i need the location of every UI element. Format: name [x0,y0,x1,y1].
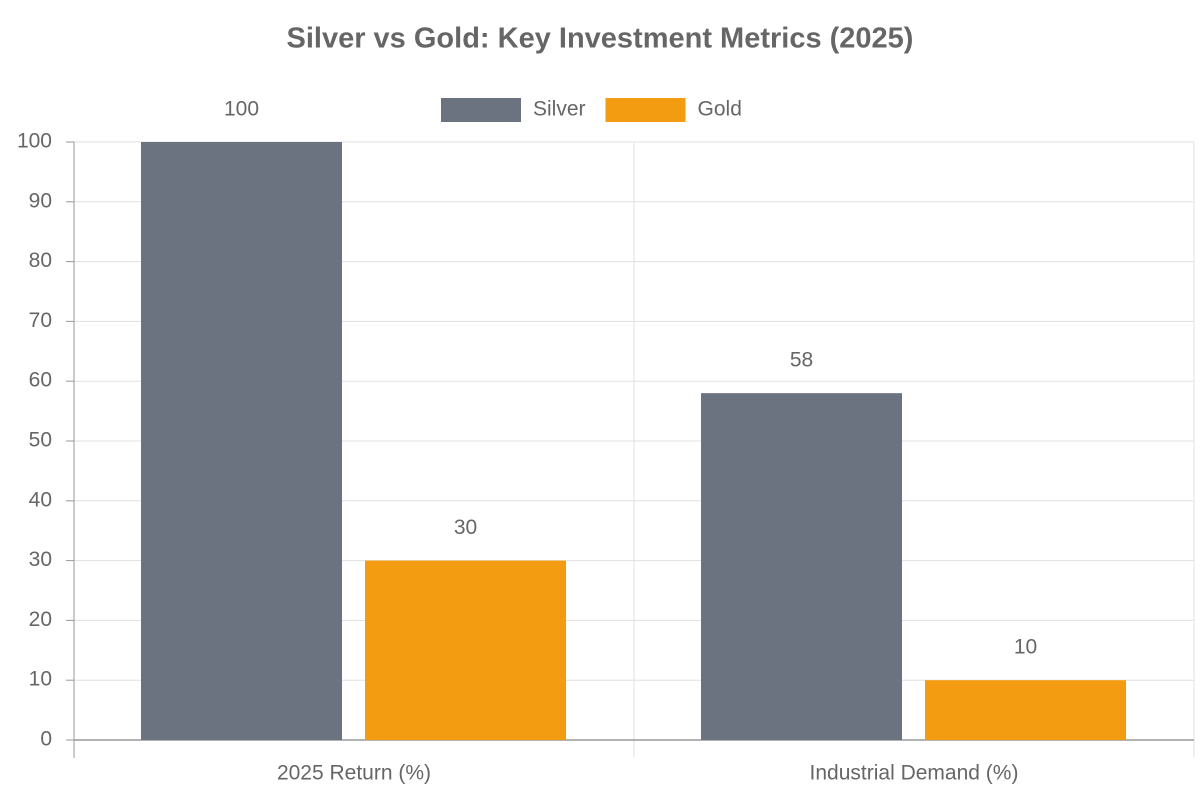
bar [925,680,1126,740]
legend-swatch [441,98,521,122]
y-tick-label: 10 [29,668,52,691]
bar [701,393,902,740]
y-tick-label: 50 [29,429,52,452]
legend-label: Gold [698,98,742,121]
data-label: 30 [454,516,477,539]
legend-swatch [605,98,686,122]
x-tick-label: Industrial Demand (%) [810,762,1019,785]
y-tick-label: 70 [29,309,52,332]
y-tick-label: 100 [17,130,52,153]
y-tick-label: 90 [29,189,52,212]
bar [365,560,566,740]
data-label: 100 [224,98,259,121]
y-tick-label: 40 [29,488,52,511]
y-tick-label: 60 [29,369,52,392]
y-tick-label: 20 [29,608,52,631]
data-label: 10 [1014,636,1037,659]
y-tick-label: 80 [29,249,52,272]
legend-label: Silver [533,98,586,121]
x-tick-label: 2025 Return (%) [277,762,431,785]
chart-title: Silver vs Gold: Key Investment Metrics (… [287,23,914,55]
bar [141,142,342,740]
y-tick-label: 30 [29,548,52,571]
data-label: 58 [790,349,813,372]
y-tick-label: 0 [40,728,52,751]
